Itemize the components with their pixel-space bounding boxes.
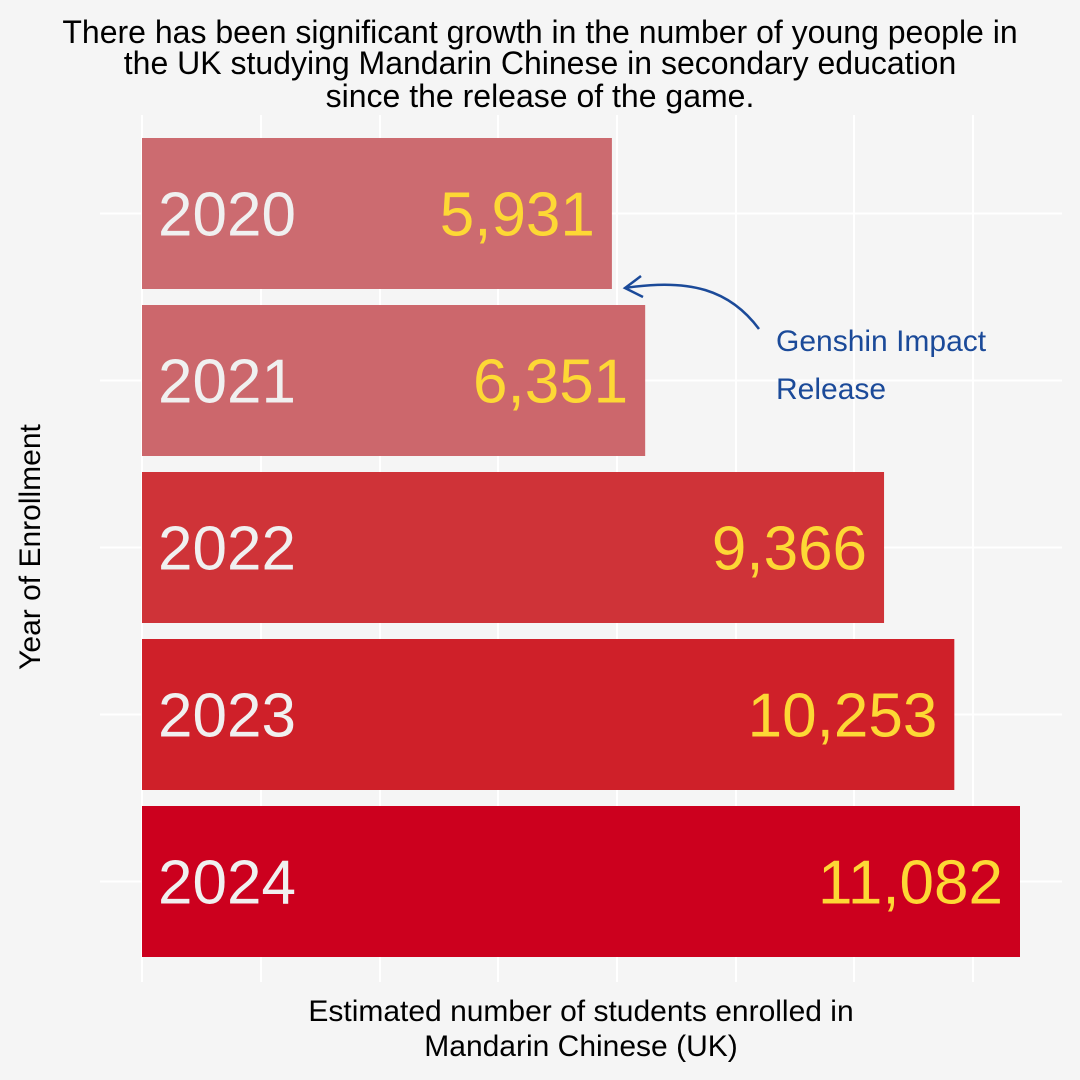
axis-labels: Estimated number of students enrolled in… [14, 423, 854, 1063]
x-axis-label-line-1: Estimated number of students enrolled in [308, 995, 853, 1028]
annotation-arrow [624, 283, 761, 330]
chart-title-line-2: the UK studying Mandarin Chinese in seco… [123, 45, 957, 81]
bar-group-2021: 2021 6,351 [142, 305, 646, 456]
y-axis-label: Year of Enrollment [14, 423, 47, 669]
bar-group-2024: 2024 11,082 [142, 806, 1020, 957]
x-axis-label-line-2: Mandarin Chinese (UK) [424, 1030, 737, 1063]
bar-2023 [142, 639, 955, 790]
chart-title-line-1: There has been significant growth in the… [62, 14, 1018, 50]
value-label-2020: 5,931 [440, 181, 595, 250]
category-label-2020: 2020 [158, 181, 296, 250]
value-label-2022: 9,366 [712, 515, 867, 584]
value-label-2024: 11,082 [818, 849, 1003, 918]
category-label-2021: 2021 [158, 348, 296, 417]
bar-2024 [142, 806, 1020, 957]
bar-group-2023: 2023 10,253 [142, 639, 955, 790]
category-label-2022: 2022 [158, 515, 296, 584]
annotation-text-line-1: Genshin Impact [776, 325, 987, 358]
value-label-2021: 6,351 [473, 348, 628, 417]
category-label-2024: 2024 [158, 849, 296, 918]
annotation: Genshin Impact Release [622, 275, 987, 406]
category-label-2023: 2023 [158, 682, 296, 751]
bar-group-2020: 2020 5,931 [142, 138, 612, 289]
bar-2022 [142, 472, 885, 623]
bar-group-2022: 2022 9,366 [142, 472, 885, 623]
bar-2020 [142, 138, 612, 289]
annotation-arrowhead [622, 275, 644, 299]
value-label-2023: 10,253 [748, 682, 938, 751]
annotation-text-line-2: Release [776, 373, 886, 406]
chart-title-line-3: since the release of the game. [325, 78, 755, 114]
bar-2021 [142, 305, 646, 456]
